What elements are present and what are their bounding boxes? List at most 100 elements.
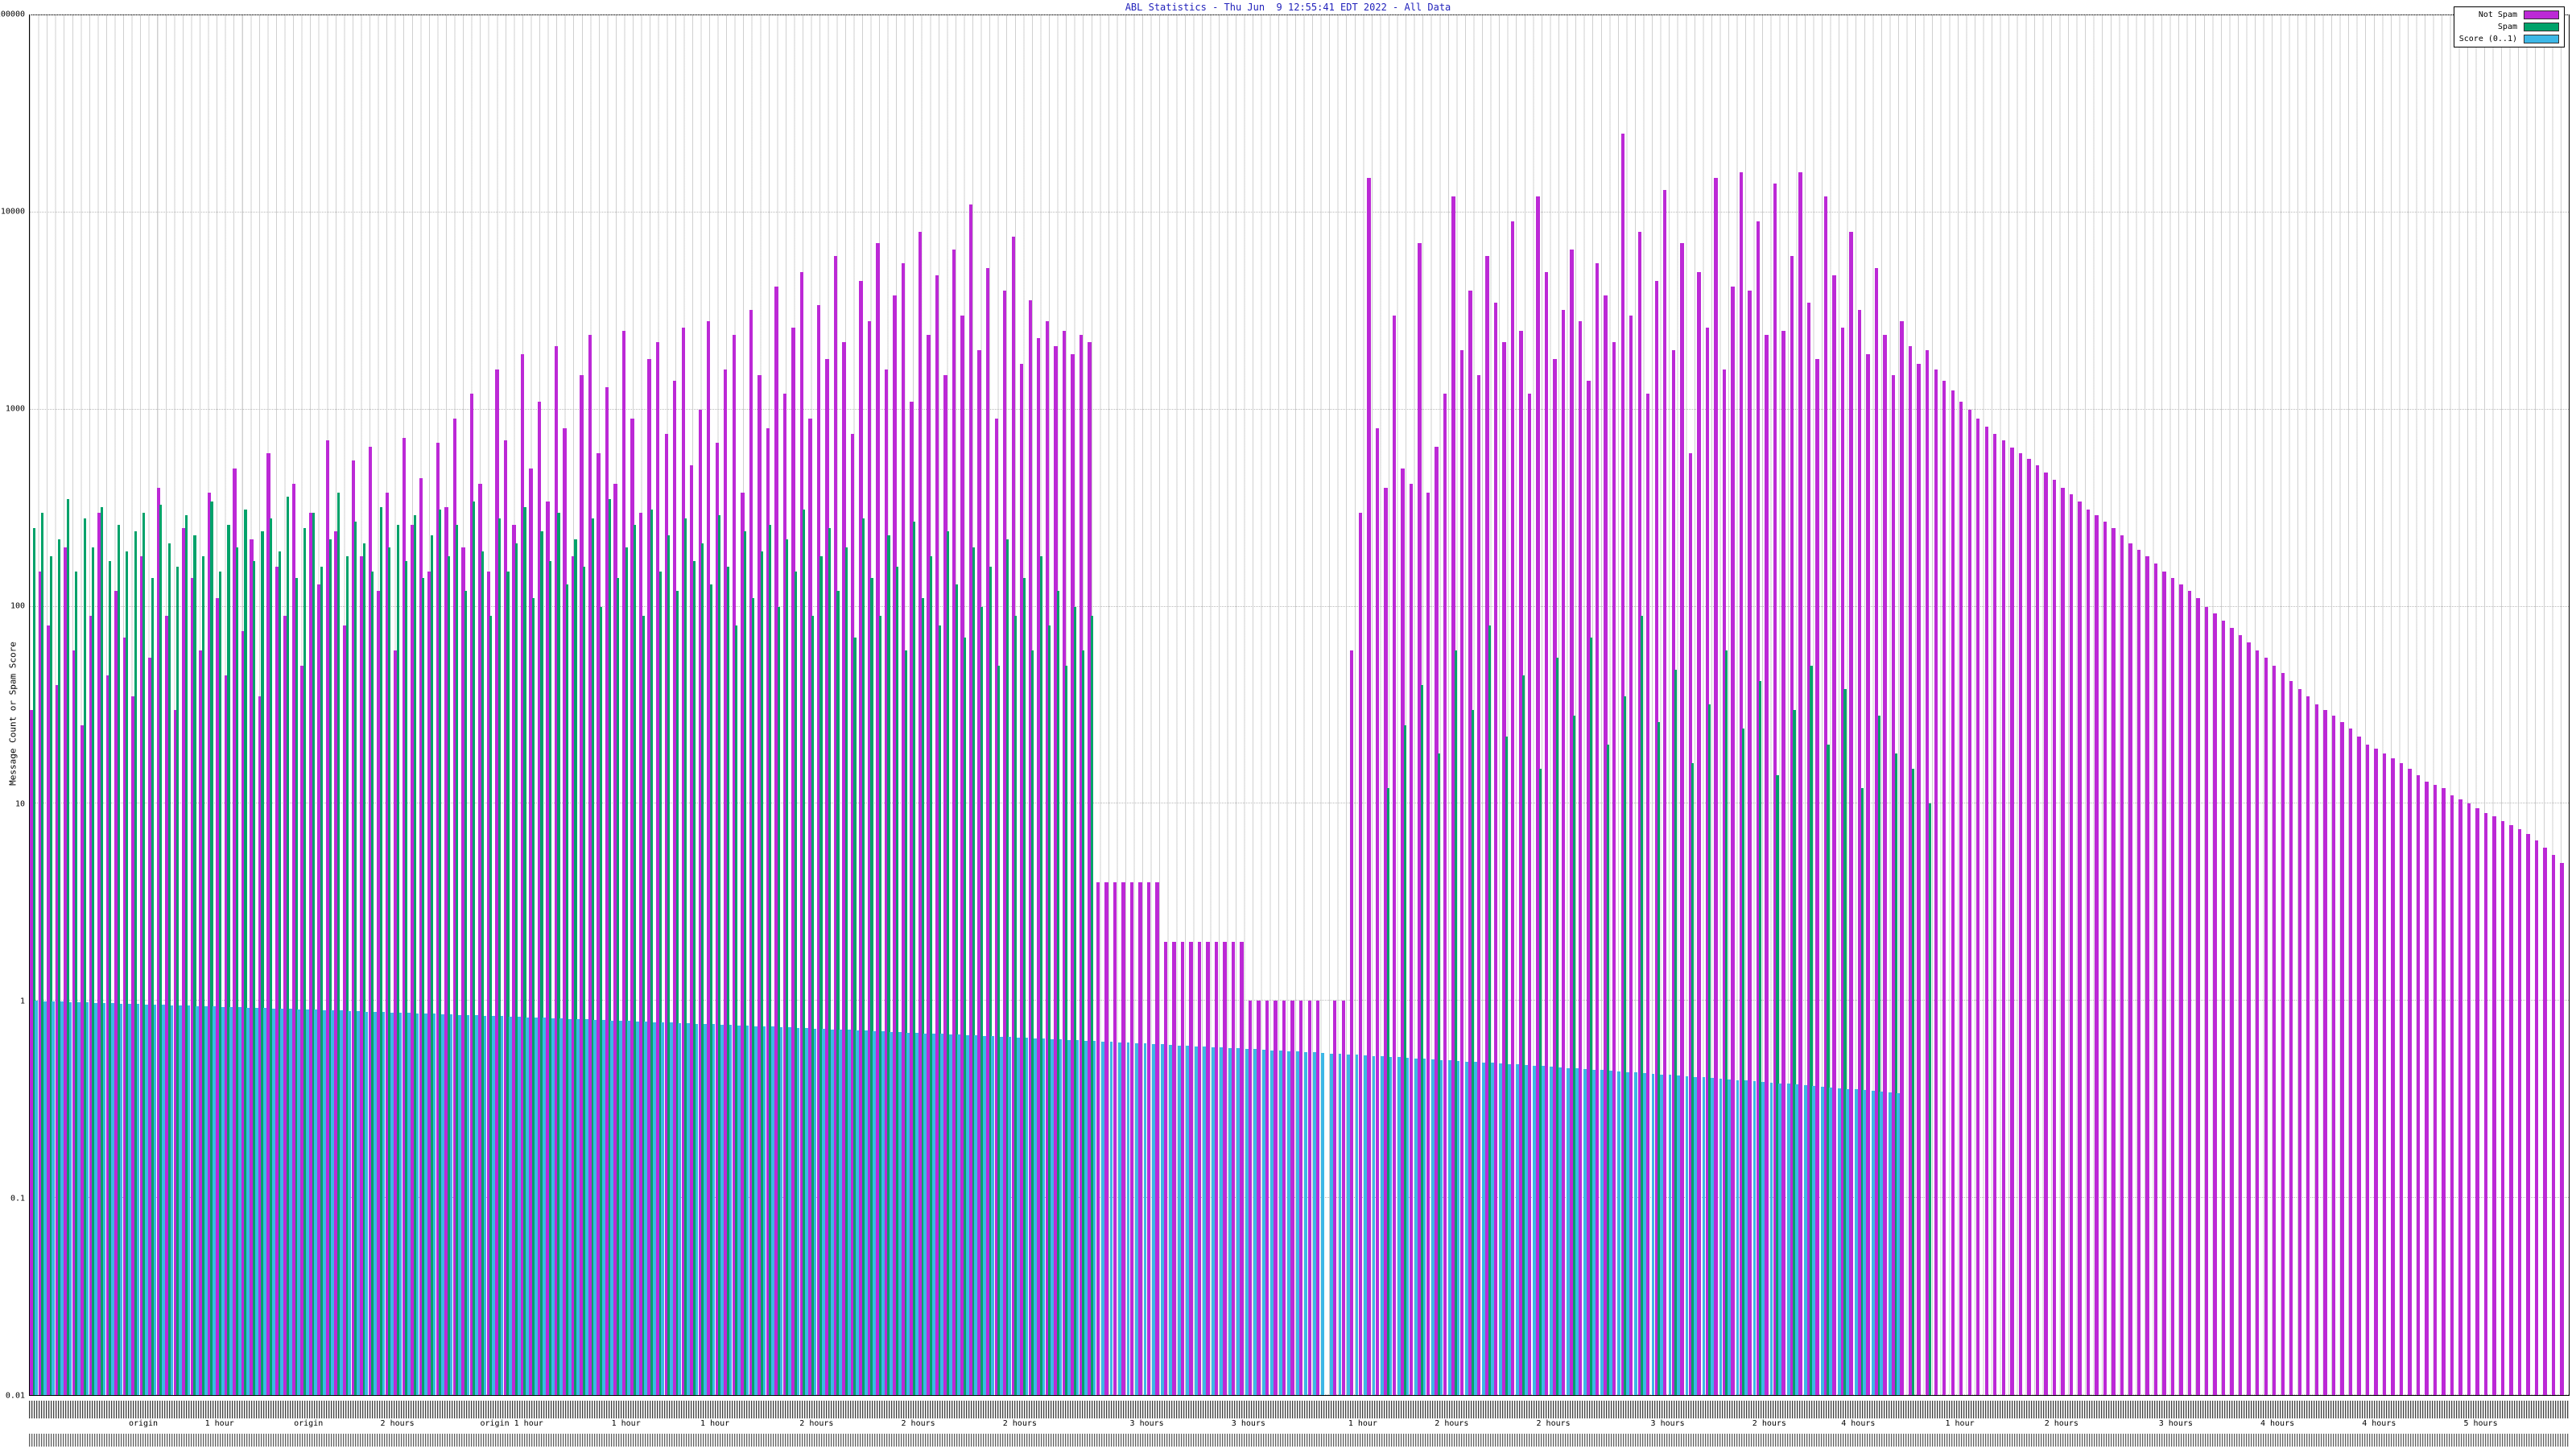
bar-score (136, 1004, 140, 1395)
bar-score (661, 1022, 665, 1395)
bar-not-spam (2027, 459, 2031, 1395)
bar-score (246, 1007, 250, 1395)
bar-not-spam (1062, 331, 1067, 1395)
bar-score (1617, 1071, 1621, 1395)
bar-spam (227, 524, 230, 1395)
bar-spam (439, 510, 442, 1395)
y-tick-label: 10000 (0, 207, 25, 217)
bar-not-spam (1451, 196, 1455, 1395)
bar-score (822, 1029, 825, 1395)
bar-not-spam (1113, 881, 1117, 1395)
bar-score (1312, 1052, 1316, 1395)
bar-score (1591, 1069, 1596, 1395)
bar-not-spam (1790, 256, 1794, 1395)
bar-score (526, 1017, 530, 1395)
bar-not-spam (2408, 769, 2412, 1395)
bar-not-spam (1697, 271, 1701, 1395)
bar-score (1075, 1040, 1080, 1395)
bar-score (1473, 1062, 1477, 1395)
bar-score (1482, 1062, 1486, 1395)
bar-spam (1691, 763, 1695, 1395)
bar-spam (405, 561, 408, 1395)
bar-spam (201, 556, 205, 1395)
bar-score (543, 1018, 547, 1395)
bar-score (1092, 1041, 1096, 1395)
bar-spam (371, 572, 374, 1395)
bar-not-spam (2382, 753, 2387, 1395)
bar-not-spam (859, 280, 863, 1395)
bar-score (1135, 1042, 1138, 1395)
bar-score (1778, 1083, 1781, 1395)
bar-spam (1065, 666, 1068, 1395)
bar-not-spam (1502, 341, 1506, 1395)
bar-not-spam (1612, 341, 1616, 1395)
x-group-label: 5 hours (2463, 1419, 2498, 1428)
bar-spam (989, 566, 992, 1395)
bar-spam (930, 556, 933, 1395)
bar-score (314, 1009, 318, 1395)
bar-spam (252, 561, 256, 1395)
bar-score (1524, 1065, 1528, 1395)
x-group-label: origin 1 hour (480, 1419, 543, 1428)
bar-not-spam (1587, 380, 1591, 1395)
bar-score (204, 1005, 208, 1395)
bar-spam (803, 510, 806, 1395)
bar-spam (997, 666, 1001, 1395)
bar-not-spam (122, 637, 127, 1395)
bar-score (890, 1031, 894, 1395)
bar-score (593, 1019, 597, 1395)
bar-not-spam (2112, 528, 2116, 1395)
bar-not-spam (1891, 374, 1896, 1395)
bar-spam (100, 506, 103, 1395)
bar-spam (1403, 725, 1406, 1395)
bar-spam (895, 566, 899, 1395)
bar-not-spam (968, 204, 973, 1395)
bar-not-spam (377, 591, 381, 1395)
bar-spam (456, 524, 459, 1395)
bar-spam (1590, 637, 1593, 1395)
bar-score (85, 1002, 89, 1395)
bar-not-spam (419, 477, 423, 1395)
bar-not-spam (2136, 549, 2141, 1395)
x-group-label: 1 hour (1945, 1419, 1975, 1428)
bar-spam (692, 561, 696, 1395)
bar-spam (388, 547, 391, 1395)
bar-spam (413, 515, 416, 1395)
bar-not-spam (97, 512, 101, 1395)
bar-spam (921, 598, 924, 1395)
bar-spam (379, 506, 382, 1395)
bar-not-spam (1206, 941, 1210, 1395)
bar-score (1448, 1060, 1451, 1395)
bar-not-spam (1806, 302, 1811, 1395)
bar-spam (769, 524, 772, 1395)
bar-score (1295, 1051, 1299, 1395)
bar-score (1769, 1082, 1773, 1395)
bar-not-spam (825, 359, 829, 1395)
bar-score (500, 1016, 504, 1395)
bar-score (1143, 1043, 1147, 1395)
bar-not-spam (681, 328, 685, 1395)
bar-not-spam (2374, 749, 2378, 1395)
bar-not-spam (2543, 847, 2547, 1395)
bar-score (348, 1010, 352, 1395)
bar-not-spam (233, 469, 237, 1395)
bar-score (813, 1028, 817, 1395)
bar-not-spam (1663, 189, 1667, 1395)
bar-not-spam (1866, 354, 1870, 1395)
bar-score (796, 1027, 800, 1395)
bar-not-spam (1476, 374, 1481, 1395)
bar-score (771, 1026, 774, 1395)
bar-spam (430, 535, 433, 1395)
bar-score (280, 1008, 284, 1395)
bar-score (145, 1004, 148, 1395)
bar-not-spam (1485, 256, 1489, 1395)
bar-score (1600, 1070, 1604, 1395)
bar-score (305, 1009, 309, 1395)
bar-not-spam (207, 492, 212, 1395)
bar-score (1406, 1058, 1410, 1395)
bar-not-spam (1604, 295, 1608, 1395)
bar-spam (1776, 774, 1779, 1395)
bar-spam (1521, 675, 1525, 1395)
bar-not-spam (1917, 364, 1921, 1395)
x-group-label: 2 hours (380, 1419, 415, 1428)
